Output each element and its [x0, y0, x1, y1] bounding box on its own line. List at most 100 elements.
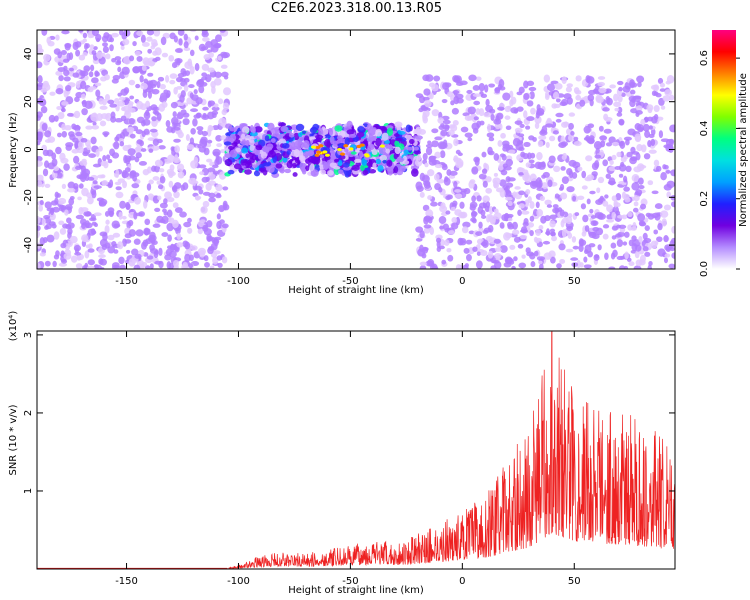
heatmap-cell [614, 107, 620, 112]
heatmap-cell [99, 258, 107, 266]
heatmap-cell [99, 120, 107, 127]
heatmap-cell [609, 159, 614, 165]
chart-title: C2E6.2023.318.00.13.R05 [270, 1, 443, 16]
heatmap-cell [108, 211, 114, 218]
heatmap-cell [146, 255, 154, 260]
heatmap-cell [67, 231, 72, 240]
heatmap-cell [91, 30, 100, 37]
heatmap-cell [455, 264, 462, 269]
heatmap-cell [111, 220, 120, 229]
heatmap-cell [602, 159, 609, 167]
heatmap-cell [104, 74, 110, 81]
heatmap-cell [143, 227, 151, 236]
heatmap-cell [484, 84, 489, 93]
heatmap-cell [629, 156, 637, 165]
spectrogram-x-tick-label: -100 [227, 276, 250, 287]
heatmap-cell [86, 265, 95, 269]
heatmap-cell [147, 137, 155, 141]
heatmap-cell [670, 169, 675, 177]
heatmap-cell [442, 82, 450, 90]
heatmap-cell [154, 56, 161, 62]
heatmap-cell [196, 126, 204, 131]
heatmap-cell [604, 252, 609, 261]
heatmap-cell [481, 239, 489, 248]
heatmap-cell [538, 225, 544, 231]
heatmap-cell [441, 98, 448, 104]
heatmap-cell [467, 106, 477, 115]
heatmap-cell [594, 212, 603, 219]
heatmap-cell [561, 121, 568, 128]
heatmap-cell [99, 105, 108, 110]
heatmap-cell [644, 251, 651, 257]
heatmap-cell [315, 134, 324, 139]
spectrogram-x-tick-label: -150 [115, 276, 138, 287]
heatmap-cell [511, 221, 518, 230]
heatmap-cell [520, 226, 528, 234]
heatmap-cell [560, 98, 569, 106]
heatmap-cell [427, 259, 435, 267]
heatmap-cell [105, 53, 111, 60]
heatmap-cell [475, 231, 483, 236]
heatmap-cell [671, 201, 675, 208]
heatmap-cell [650, 138, 656, 147]
heatmap-cell [94, 82, 102, 87]
heatmap-cell [75, 80, 81, 89]
heatmap-cell [79, 160, 88, 166]
heatmap-cell [518, 172, 524, 176]
heatmap-cell [54, 115, 59, 122]
heatmap-cell [61, 258, 68, 264]
heatmap-cell [101, 35, 109, 43]
heatmap-cell [636, 75, 645, 83]
heatmap-cell [431, 140, 439, 148]
heatmap-cell [665, 169, 671, 174]
heatmap-cell [179, 94, 185, 103]
heatmap-cell [508, 149, 516, 154]
heatmap-cell [334, 125, 343, 132]
heatmap-cell [431, 109, 440, 117]
snr-series [37, 331, 675, 569]
heatmap-cell [611, 195, 617, 202]
heatmap-cell [367, 127, 376, 136]
heatmap-cell [72, 72, 80, 78]
spectrogram-x-axis-label: Height of straight line (km) [288, 285, 424, 296]
heatmap-hotspot [343, 144, 349, 148]
heatmap-cell [183, 84, 189, 92]
heatmap-cell [190, 108, 199, 113]
heatmap-cell [438, 245, 445, 250]
heatmap-cell [139, 75, 144, 83]
heatmap-cell [88, 153, 97, 158]
heatmap-cell [424, 99, 432, 108]
heatmap-cell [168, 180, 174, 188]
heatmap-cell [92, 180, 98, 185]
heatmap-cell [446, 194, 453, 200]
heatmap-cell [172, 157, 181, 164]
heatmap-cell [510, 107, 519, 114]
heatmap-cell [478, 108, 485, 117]
spectrogram-y-tick-label: 20 [23, 95, 34, 108]
heatmap-cell [506, 213, 514, 218]
heatmap-cell [663, 234, 669, 243]
heatmap-cell [543, 252, 552, 260]
heatmap-cell [560, 220, 565, 228]
heatmap-cell [621, 191, 627, 200]
heatmap-cell [169, 243, 175, 253]
heatmap-cell [299, 162, 304, 170]
heatmap-cell [47, 162, 56, 170]
heatmap-cell [634, 250, 640, 259]
heatmap-cell [80, 93, 86, 99]
heatmap-cell [472, 84, 480, 91]
heatmap-cell [104, 94, 110, 101]
heatmap-cell [502, 92, 511, 101]
heatmap-cell [472, 246, 478, 252]
heatmap-cell [466, 89, 473, 95]
heatmap-cell [375, 128, 383, 137]
heatmap-cell [117, 66, 122, 73]
heatmap-cell [448, 230, 455, 235]
heatmap-cell [415, 237, 423, 242]
heatmap-cell [222, 52, 231, 59]
heatmap-cell [199, 249, 206, 258]
heatmap-cell [635, 152, 641, 161]
heatmap-cell [173, 87, 178, 95]
heatmap-cell [482, 229, 489, 234]
colorbar-tick-label: 0.2 [699, 191, 710, 207]
